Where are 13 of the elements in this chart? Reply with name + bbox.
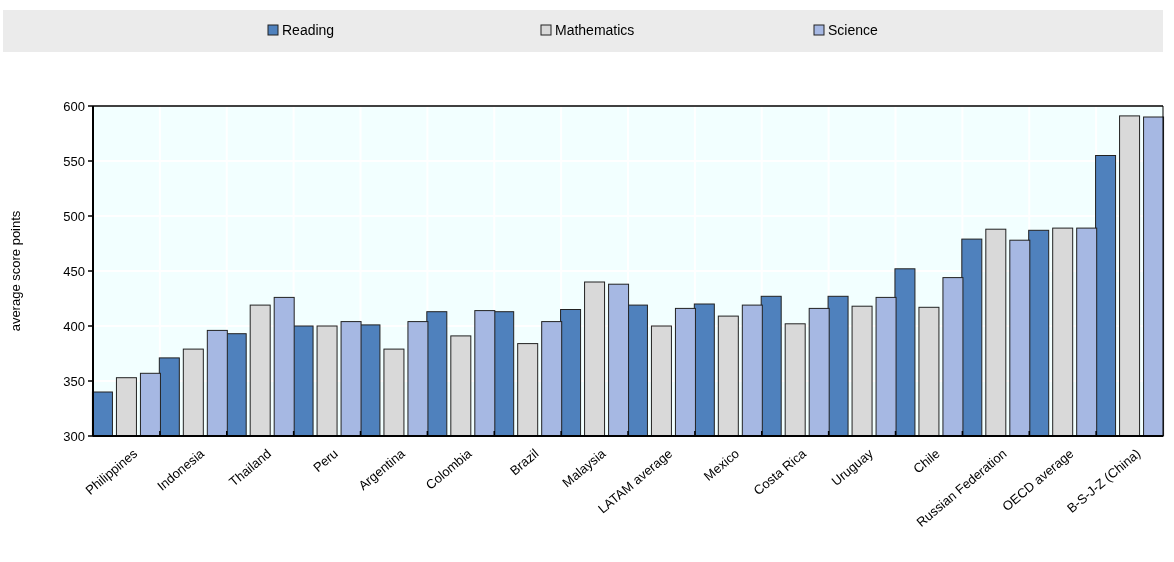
y-tick-label: 500 <box>63 208 85 224</box>
legend-label: Science <box>828 21 879 38</box>
legend-label: Reading <box>282 21 335 38</box>
y-tick-label: 350 <box>63 373 85 389</box>
x-tick-label: Peru <box>310 445 341 475</box>
legend-label: Mathematics <box>555 21 635 38</box>
y-tick-label: 400 <box>63 318 85 334</box>
y-axis-title: average score points <box>8 210 23 332</box>
x-tick-label: Chile <box>910 445 943 477</box>
y-tick-label: 450 <box>63 263 85 279</box>
y-tick-label: 300 <box>63 428 85 444</box>
y-tick-label: 550 <box>63 153 85 169</box>
y-tick-label: 600 <box>63 98 85 114</box>
